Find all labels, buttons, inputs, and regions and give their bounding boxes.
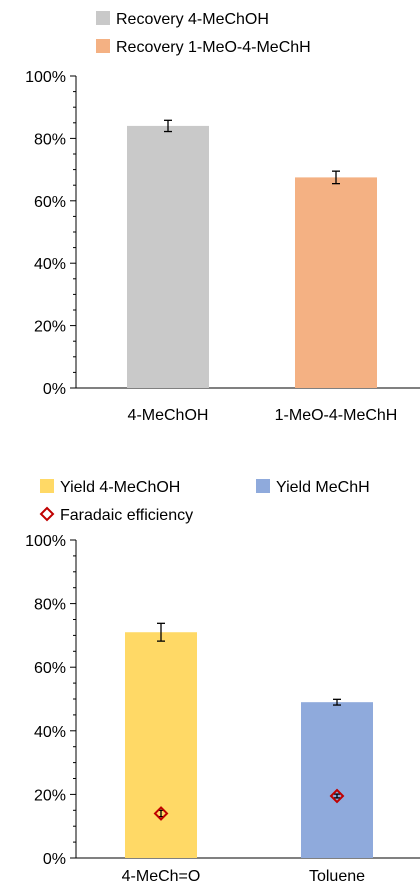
error-bar <box>333 698 341 706</box>
x-tick-label: 1-MeO-4-MeChH <box>275 407 398 424</box>
bar <box>295 177 377 388</box>
legend-label: Yield 4-MeChOH <box>60 479 180 496</box>
y-tick-label: 60% <box>34 194 66 211</box>
y-tick-label: 40% <box>34 256 66 273</box>
legend-label: Recovery 4-MeChOH <box>116 11 269 28</box>
bar <box>301 702 373 858</box>
y-axis: 0% 20% 40% 60% 80% 100% <box>25 533 77 868</box>
faradaic-marker <box>153 806 169 821</box>
y-tick-label: 20% <box>34 319 66 336</box>
x-tick-label: 4-MeCh=O <box>122 868 201 885</box>
chart-1: Recovery 4-MeChOH Recovery 1-MeO-4-MeChH 0… <box>25 11 420 424</box>
error-bar <box>157 622 165 642</box>
y-tick-label: 80% <box>34 131 66 148</box>
y-tick-label: 80% <box>34 597 66 614</box>
legend-label: Yield MeChH <box>276 479 370 496</box>
y-tick-label: 40% <box>34 724 66 741</box>
y-tick-label: 0% <box>43 381 66 398</box>
bar <box>127 125 209 389</box>
y-tick-label: 0% <box>43 851 66 868</box>
legend-entry: Yield 4-MeChOH <box>40 479 180 496</box>
y-tick-label: 20% <box>34 787 66 804</box>
error-bar <box>164 119 172 133</box>
legend-swatch <box>256 479 270 493</box>
y-tick-label: 100% <box>25 533 66 550</box>
y-tick-label: 60% <box>34 660 66 677</box>
legend-swatch <box>39 506 55 522</box>
legend-entry: Recovery 1-MeO-4-MeChH <box>96 39 311 56</box>
legend-swatch <box>40 479 54 493</box>
x-tick-label: 4-MeChOH <box>128 407 209 424</box>
y-axis: 0% 20% 40% 60% 80% 100% <box>25 69 77 398</box>
x-tick-label: Toluene <box>309 868 365 885</box>
legend-swatch <box>96 39 110 53</box>
y-tick-label: 100% <box>25 69 66 86</box>
legend-entry: Yield MeChH <box>256 479 370 496</box>
legend-label: Recovery 1-MeO-4-MeChH <box>116 39 311 56</box>
legend-entry: Recovery 4-MeChOH <box>96 11 269 28</box>
marker-error-bar <box>334 793 340 799</box>
error-bar <box>332 170 340 185</box>
faradaic-marker <box>329 788 345 804</box>
chart-2: Yield 4-MeChOH Yield MeChH Faradaic effici… <box>25 479 420 885</box>
bar <box>125 632 197 858</box>
legend-swatch <box>96 11 110 25</box>
legend-label: Faradaic efficiency <box>60 507 193 524</box>
legend-entry: Faradaic efficiency <box>39 506 193 524</box>
